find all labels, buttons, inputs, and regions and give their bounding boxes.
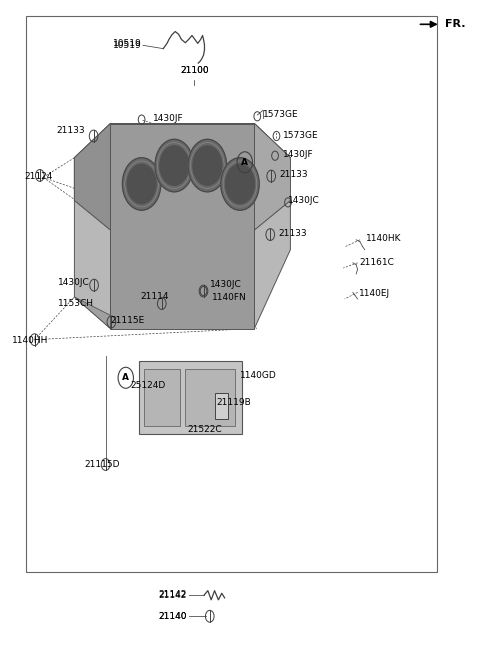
Bar [215,393,228,419]
Text: A: A [241,158,248,167]
Polygon shape [74,124,290,328]
Text: 21115E: 21115E [110,316,144,325]
Polygon shape [254,124,290,230]
Polygon shape [110,124,254,328]
Text: 1430JC: 1430JC [58,278,89,287]
Text: 1430JC: 1430JC [210,280,242,289]
Text: 21100: 21100 [180,66,209,75]
Text: 21140: 21140 [159,612,187,621]
Text: 10519: 10519 [113,41,142,50]
Text: 1573GE: 1573GE [283,131,319,141]
Polygon shape [110,124,254,230]
Circle shape [155,139,193,192]
Text: 1140EJ: 1140EJ [359,289,390,298]
Circle shape [221,158,259,210]
Text: 21100: 21100 [180,66,209,75]
Text: A: A [122,373,129,382]
Text: 21133: 21133 [280,170,309,179]
Text: 1430JF: 1430JF [153,114,183,123]
Circle shape [122,158,161,210]
Text: 1430JF: 1430JF [283,150,314,159]
Text: 1140GD: 1140GD [240,371,277,380]
Circle shape [127,164,156,204]
Polygon shape [74,124,290,230]
Text: 25124D: 25124D [131,381,166,390]
Text: 21142: 21142 [159,591,187,600]
Text: 21522C: 21522C [187,424,222,434]
Bar [185,369,235,426]
Circle shape [188,139,227,192]
Circle shape [193,146,222,185]
Text: 1573GE: 1573GE [263,110,299,120]
Text: 21161C: 21161C [359,258,394,267]
Text: 1140FN: 1140FN [212,293,247,302]
Text: 10519: 10519 [113,39,142,48]
Text: 21124: 21124 [24,171,52,181]
Circle shape [226,164,254,204]
Text: 21114: 21114 [141,292,169,302]
Bar [144,369,180,426]
Text: 21140: 21140 [159,612,187,621]
Text: 21115D: 21115D [84,460,120,469]
Text: 1430JC: 1430JC [288,196,320,205]
Circle shape [160,146,189,185]
Text: 21133: 21133 [57,125,85,135]
Text: 21119B: 21119B [216,397,251,407]
Text: 21133: 21133 [278,229,307,238]
Bar [139,361,242,434]
Text: 1140HH: 1140HH [12,336,48,345]
Polygon shape [74,124,110,230]
Text: 1140HK: 1140HK [366,234,401,243]
Text: FR.: FR. [445,19,466,30]
Text: 21142: 21142 [159,590,187,599]
Bar [26,16,437,572]
Polygon shape [74,297,254,328]
Text: 1153CH: 1153CH [58,299,94,308]
